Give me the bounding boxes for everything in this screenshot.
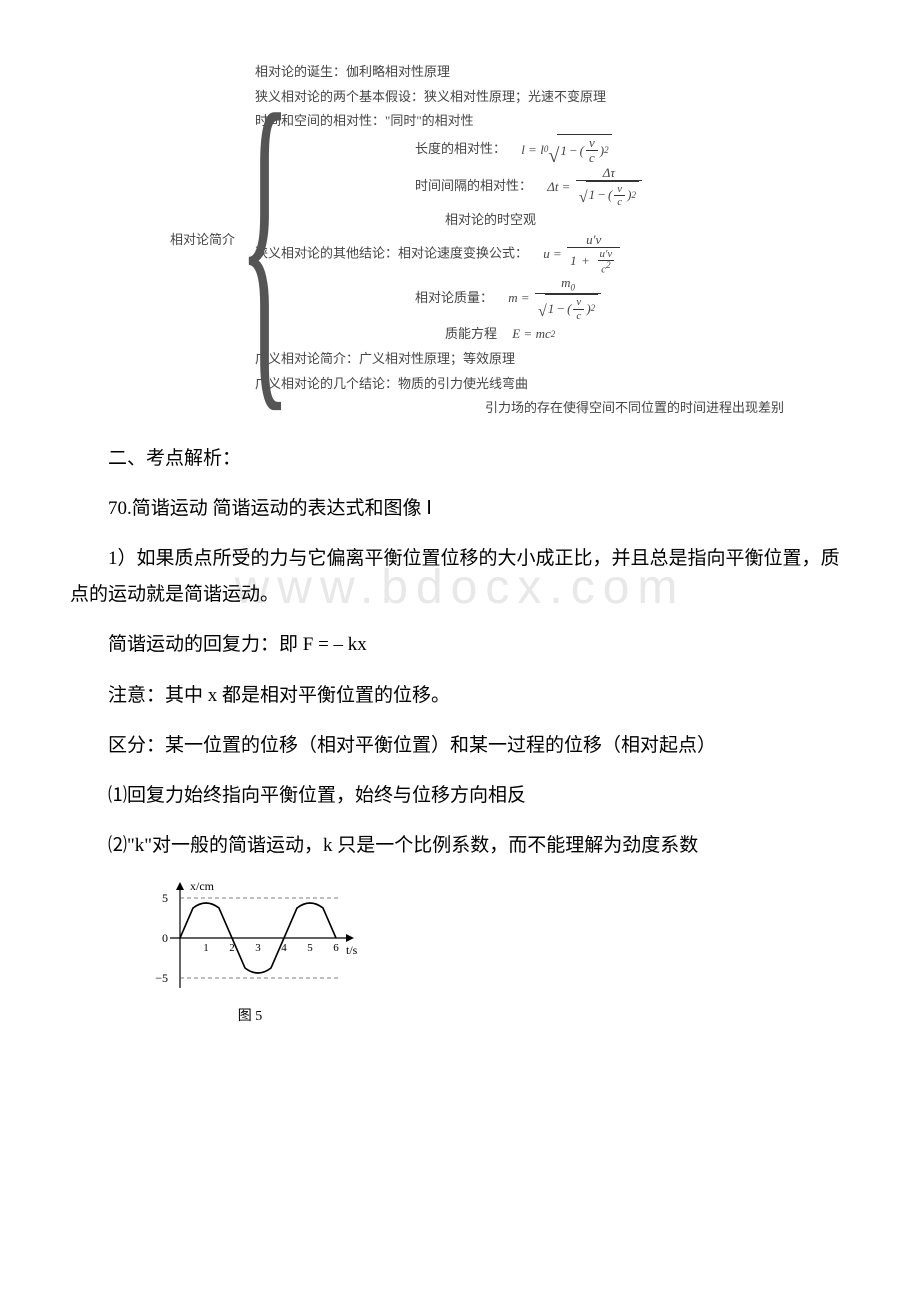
bracket-line: 时间间隔的相对性： Δt = Δτ √ 1 − [255,166,784,208]
bracket-line: 广义相对论的几个结论：物质的引力使光线弯曲 [255,372,784,397]
bracket-line: 相对论质量： m = m0 √ 1 − [255,276,784,322]
bracket-body: 相对论的诞生：伽利略相对性原理 狭义相对论的两个基本假设：狭义相对性原理；光速不… [249,60,784,421]
paragraph: 简谐运动的回复力：即 F = – kx [70,627,850,663]
paragraph: 区分：某一位置的位移（相对平衡位置）和某一过程的位移（相对起点） [70,728,850,764]
mass-label: 相对论质量： [415,290,493,305]
paragraph: ⑴回复力始终指向平衡位置，始终与位移方向相反 [70,778,850,814]
paragraph: 70.简谐运动 简谐运动的表达式和图像 Ⅰ [70,491,850,527]
energy-formula: E = mc2 [512,322,555,347]
shm-svg: 5 0 −5 1 2 3 4 5 6 x/cm t/s [150,878,360,998]
y-axis-label: x/cm [190,879,215,893]
bracket-line: 长度的相对性： l = l0 √ 1 − (vc)2 [255,134,784,166]
mass-formula: m = m0 √ 1 − (vc)2 [508,276,603,322]
section-heading: 二、考点解析： [70,441,850,477]
paragraph: ⑵"k"对一般的简谐运动，k 只是一个比例系数，而不能理解为劲度系数 [70,828,850,864]
paragraph: 1）如果质点所受的力与它偏离平衡位置位移的大小成正比，并且总是指向平衡位置，质点… [70,541,850,613]
time-formula: Δt = Δτ √ 1 − (vc)2 [547,166,644,208]
xtick: 3 [255,942,261,954]
bracket-line: 广义相对论简介：广义相对性原理；等效原理 [255,347,784,372]
bracket-line: 狭义相对论的两个基本假设：狭义相对性原理；光速不变原理 [255,85,784,110]
length-label: 长度的相对性： [415,141,506,156]
x-axis-label: t/s [346,943,358,957]
energy-label: 质能方程 [445,326,497,341]
brace-glyph: { [239,61,245,421]
velocity-label: 狭义相对论的其他结论：相对论速度变换公式： [255,245,528,260]
bracket-line: 质能方程 E = mc2 [255,322,784,347]
shm-graph: 5 0 −5 1 2 3 4 5 6 x/cm t/s 图 5 [150,878,850,1025]
xtick: 4 [281,942,287,954]
paragraph: 注意：其中 x 都是相对平衡位置的位移。 [70,678,850,714]
length-formula: l = l0 √ 1 − (vc)2 [521,134,611,166]
bracket-line: 狭义相对论的其他结论：相对论速度变换公式： u = u′v 1 + u′vc2 [255,233,784,276]
ytick-max: 5 [162,891,168,905]
velocity-formula: u = u′v 1 + u′vc2 [543,233,622,276]
time-label: 时间间隔的相对性： [415,178,532,193]
xtick: 6 [333,942,339,954]
ytick-zero: 0 [162,931,168,945]
bracket-root-label: 相对论简介 [170,228,235,253]
xtick: 1 [203,942,209,954]
graph-caption: 图 5 [150,1005,350,1025]
xtick: 5 [307,942,313,954]
bracket-line: 时间和空间的相对性："同时"的相对性 [255,109,784,134]
xtick: 2 [229,942,235,954]
ytick-min: −5 [155,971,168,985]
relativity-bracket: 相对论简介 { 相对论的诞生：伽利略相对性原理 狭义相对论的两个基本假设：狭义相… [170,60,850,421]
bracket-line: 引力场的存在使得空间不同位置的时间进程出现差别 [255,396,784,421]
bracket-line: 相对论的诞生：伽利略相对性原理 [255,60,784,85]
document-content: 相对论简介 { 相对论的诞生：伽利略相对性原理 狭义相对论的两个基本假设：狭义相… [70,60,850,1025]
bracket-line: 相对论的时空观 [255,208,784,233]
